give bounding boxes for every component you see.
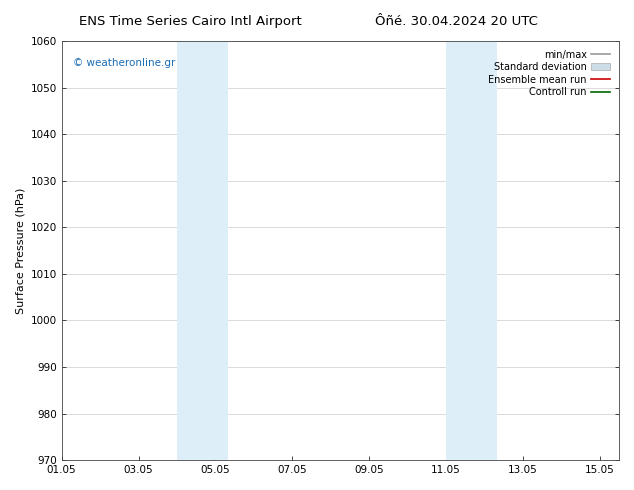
- Text: Ôñé. 30.04.2024 20 UTC: Ôñé. 30.04.2024 20 UTC: [375, 15, 538, 28]
- Bar: [446, 41, 472, 460]
- Bar: [177, 41, 203, 460]
- Bar: [472, 41, 497, 460]
- Legend: min/max, Standard deviation, Ensemble mean run, Controll run: min/max, Standard deviation, Ensemble me…: [484, 46, 614, 101]
- Y-axis label: Surface Pressure (hPa): Surface Pressure (hPa): [15, 187, 25, 314]
- Text: © weatheronline.gr: © weatheronline.gr: [73, 58, 175, 68]
- Text: ENS Time Series Cairo Intl Airport: ENS Time Series Cairo Intl Airport: [79, 15, 302, 28]
- Bar: [203, 41, 228, 460]
